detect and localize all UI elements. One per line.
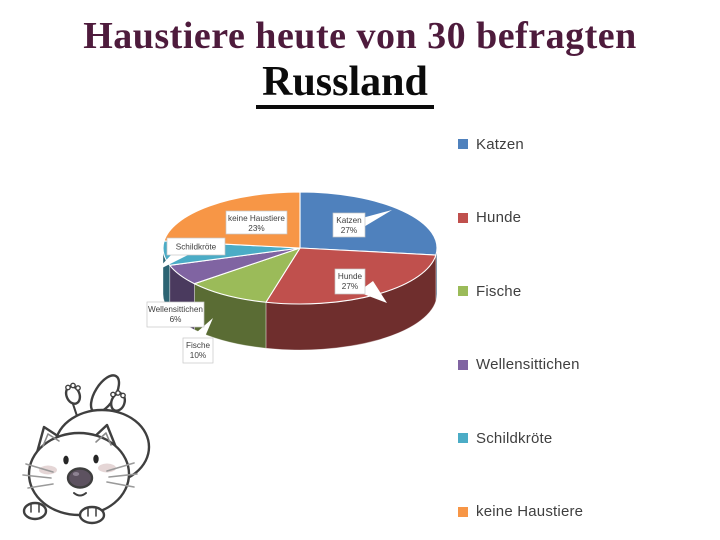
legend-label-keine-haustiere: keine Haustiere (476, 503, 584, 520)
callout-box-keine-haustiere (225, 210, 288, 235)
callout-label-hunde: Hunde (338, 272, 363, 281)
callout-label-fische: Fische (186, 341, 211, 350)
legend-swatch-wellensittichen (458, 359, 468, 370)
slide-subtitle-wrap: Russland (0, 60, 690, 110)
legend-item-keine-haustiere: keine Haustiere (458, 502, 583, 522)
callout-percent-hunde: 27% (342, 282, 358, 291)
cat-eyes (63, 454, 99, 465)
legend-swatch-keine-haustiere (458, 506, 468, 517)
callout-pointer-wellensittichen (140, 286, 164, 303)
legend-item-schildkrote: Schildkröte (458, 428, 583, 448)
callout-percent-wellensittichen: 6% (170, 315, 182, 324)
legend-label-wellensittichen: Wellensittichen (476, 356, 580, 373)
callout-label-keine-haustiere: keine Haustiere (228, 214, 285, 223)
slide-title: Haustiere heute von 30 befragten (83, 15, 637, 57)
callout-pointer-hunde (358, 281, 387, 303)
callout-pointer-katzen (362, 210, 392, 228)
chart-legend: Katzen Hunde Fische Wellensittichen Schildkr… (458, 134, 583, 522)
legend-swatch-schildkrote (458, 433, 468, 443)
callout-pointer-schildkrote (156, 255, 188, 271)
callout-percent-fische: 10% (190, 351, 206, 360)
cat-whiskers (22, 462, 138, 489)
legend-item-hunde: Hunde (458, 208, 583, 228)
legend-item-fische: Fische (458, 281, 583, 301)
callout-box-hunde (334, 268, 366, 295)
legend-swatch-hunde (458, 212, 468, 223)
callout-box-katzen (332, 212, 366, 238)
cat-front-paws (22, 501, 106, 525)
legend-item-katzen: Katzen (458, 134, 583, 154)
pie-slice-fische (193, 247, 301, 303)
callout-pointer-fische (189, 318, 213, 339)
legend-swatch-fische (458, 286, 468, 296)
callout-box-wellensittichen (146, 301, 205, 328)
cat-illustration (22, 374, 151, 525)
legend-label-katzen: Katzen (476, 135, 524, 153)
slide-subtitle: Russland (256, 60, 434, 110)
legend-swatch-katzen (458, 139, 468, 149)
cat-nose (66, 467, 94, 497)
callout-percent-keine-haustiere: 23% (248, 224, 264, 233)
callout-percent-katzen: 27% (341, 226, 357, 235)
callout-label-katzen: Katzen (336, 216, 362, 225)
legend-label-schildkrote: Schildkröte (476, 429, 553, 447)
callout-label-schildkrote: Schildkröte (176, 243, 217, 252)
legend-item-wellensittichen: Wellensittichen (458, 355, 583, 375)
pie-chart: Katzen 27% Hunde 27% Fische 10% Wellensittiche… (130, 170, 460, 385)
pie-chart-canvas: Katzen27%Hunde27%Fische10%Wellensittiche… (140, 191, 438, 364)
callout-box-fische (182, 337, 214, 364)
callout-label-wellensittichen: Wellensittichen (148, 305, 203, 314)
callout-box-schildkrote (166, 237, 226, 256)
legend-label-hunde: Hunde (476, 209, 522, 226)
legend-label-fische: Fische (476, 282, 522, 300)
